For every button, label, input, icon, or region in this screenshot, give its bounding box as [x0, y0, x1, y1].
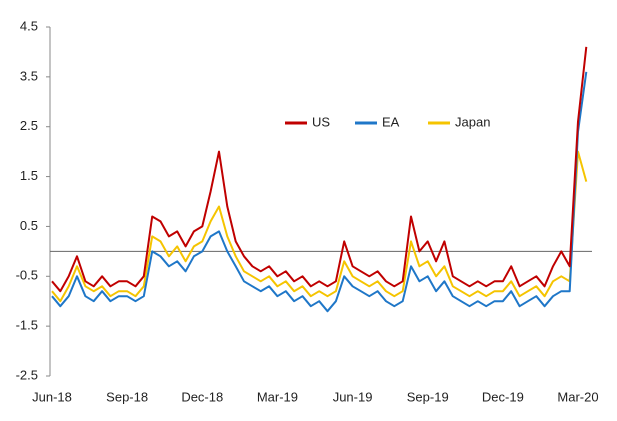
y-tick-label: 4.5 [20, 18, 38, 33]
y-tick-label: -2.5 [16, 367, 38, 382]
x-tick-label: Dec-19 [482, 389, 524, 404]
y-tick-label: -1.5 [16, 318, 38, 333]
x-tick-label: Mar-19 [257, 389, 298, 404]
series-line [51, 150, 588, 303]
y-tick-label: 2.5 [20, 118, 38, 133]
x-tick-label: Dec-18 [181, 389, 223, 404]
x-tick-label: Jun-18 [32, 389, 72, 404]
y-tick-label: 3.5 [20, 68, 38, 83]
y-tick-label: -0.5 [16, 268, 38, 283]
y-tick-label: 1.5 [20, 168, 38, 183]
series-line [51, 71, 588, 313]
legend-label: Japan [455, 114, 490, 129]
series-line [51, 46, 588, 293]
legend-label: US [312, 114, 330, 129]
y-tick-label: 0.5 [20, 218, 38, 233]
x-tick-label: Mar-20 [557, 389, 598, 404]
legend-label: EA [382, 114, 400, 129]
x-tick-label: Sep-18 [106, 389, 148, 404]
x-tick-label: Sep-19 [407, 389, 449, 404]
x-tick-label: Jun-19 [333, 389, 373, 404]
